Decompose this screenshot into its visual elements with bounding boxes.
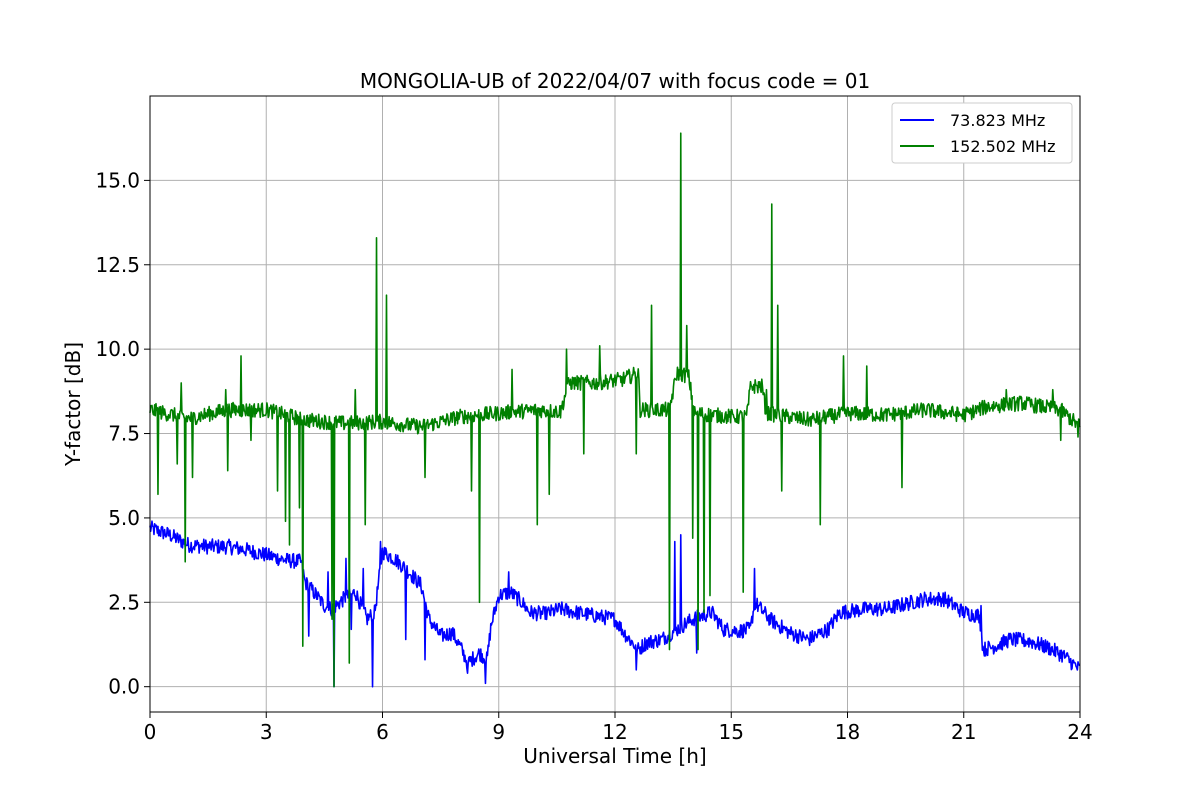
plot-area bbox=[149, 95, 1081, 713]
x-tick-label: 0 bbox=[144, 720, 157, 744]
x-tick-label: 15 bbox=[719, 720, 744, 744]
series-line-2 bbox=[149, 132, 1081, 688]
series-layer bbox=[149, 132, 1081, 688]
y-tick-label: 7.5 bbox=[108, 422, 140, 446]
legend-label: 152.502 MHz bbox=[950, 137, 1055, 156]
y-tick-label: 0.0 bbox=[108, 675, 140, 699]
y-tick-label: 15.0 bbox=[95, 168, 140, 192]
x-tick-label: 21 bbox=[951, 720, 976, 744]
x-tick-label: 24 bbox=[1067, 720, 1092, 744]
y-tick-label: 10.0 bbox=[95, 337, 140, 361]
x-tick-label: 9 bbox=[492, 720, 505, 744]
legend-label: 73.823 MHz bbox=[950, 111, 1045, 130]
x-axis: 0 3 6 9 12 15 18 21 24 bbox=[144, 712, 1093, 744]
y-tick-label: 5.0 bbox=[108, 506, 140, 530]
series-line-1 bbox=[149, 520, 1081, 688]
chart-title: MONGOLIA-UB of 2022/04/07 with focus cod… bbox=[360, 69, 870, 93]
x-tick-label: 12 bbox=[602, 720, 627, 744]
y-axis-label: Y-factor [dB] bbox=[61, 342, 85, 467]
grid-y bbox=[150, 179, 1080, 688]
x-tick-label: 18 bbox=[835, 720, 860, 744]
y-tick-label: 12.5 bbox=[95, 253, 140, 277]
y-tick-label: 2.5 bbox=[108, 590, 140, 614]
legend-box bbox=[891, 102, 1073, 164]
x-tick-label: 6 bbox=[376, 720, 389, 744]
y-axis: 0.0 2.5 5.0 7.5 10.0 12.5 15.0 bbox=[95, 168, 150, 699]
x-tick-label: 3 bbox=[260, 720, 273, 744]
legend: 73.823 MHz 152.502 MHz bbox=[891, 102, 1073, 164]
x-axis-label: Universal Time [h] bbox=[523, 744, 706, 768]
